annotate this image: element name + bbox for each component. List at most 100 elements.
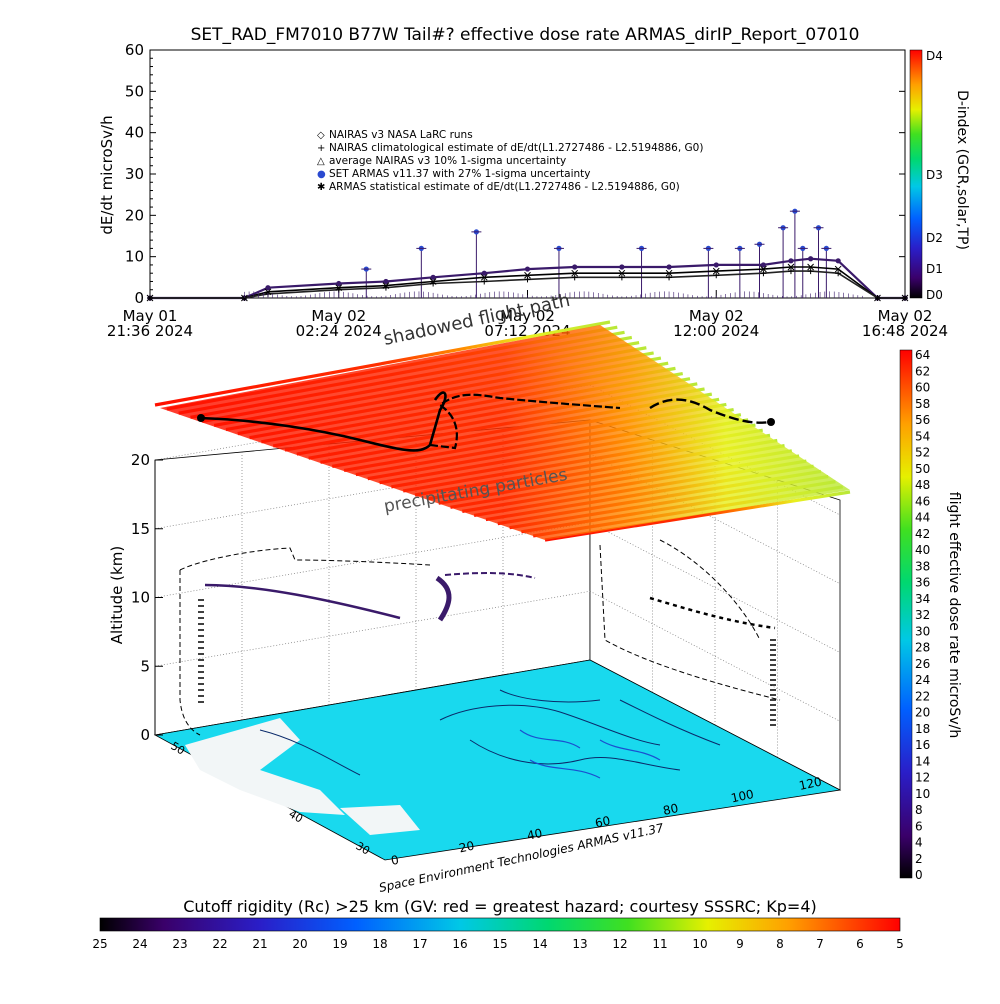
series-point — [524, 266, 531, 272]
nairas-clim-marker — [147, 295, 153, 301]
y-tick-label: 50 — [125, 82, 144, 100]
top-y-axis-label: dE/dt microSv/h — [98, 115, 116, 234]
dose-tick-label: 26 — [915, 657, 930, 671]
longitude-ticks: 0 20 40 60 80 100 120 — [390, 774, 823, 867]
flight-track-lower — [198, 572, 776, 726]
y-tick-label: 20 — [125, 206, 144, 224]
d-index-tick-label: D3 — [926, 168, 943, 182]
cutoff-tick-label: 18 — [372, 937, 387, 951]
nairas-clim-marker — [902, 295, 908, 301]
legend-marker: ✱ — [317, 182, 325, 193]
legend-entry: NAIRAS climatological estimate of dE/dt(… — [329, 142, 703, 154]
y-tick-label: 60 — [125, 41, 144, 59]
y-tick-label: 0 — [134, 289, 144, 307]
series-point — [713, 262, 719, 268]
series-point — [619, 264, 625, 270]
altitude-ticks: 0 5 10 15 20 — [131, 451, 163, 744]
d-index-tick-label: D4 — [926, 49, 943, 63]
longitude-tick-label: 20 — [458, 839, 476, 856]
cutoff-tick-label: 7 — [816, 937, 824, 951]
nairas-clim-marker — [382, 284, 389, 291]
d-index-tick-label: D0 — [926, 288, 943, 302]
longitude-tick-label: 80 — [662, 801, 680, 818]
dose-tick-label: 16 — [915, 738, 930, 752]
d-index-axis-label: D-index (GCR,solar,TP) — [954, 90, 970, 250]
precipitating-particles-sheet — [154, 320, 851, 542]
shadow-path-right — [599, 544, 781, 701]
lower-track-west — [204, 583, 401, 620]
longitude-tick-label: 120 — [798, 774, 823, 792]
dose-tick-label: 62 — [915, 364, 930, 378]
series-point — [383, 278, 389, 285]
cutoff-tick-label: 15 — [492, 937, 507, 951]
dose-tick-label: 46 — [915, 494, 930, 508]
armas-stat-marker — [807, 263, 814, 271]
armas-stat-marker — [571, 269, 579, 277]
dose-tick-label: 32 — [915, 608, 930, 622]
dose-tick-label: 34 — [915, 592, 930, 606]
top-series-group — [146, 208, 909, 302]
map-contour — [529, 759, 601, 779]
nairas-clim-marker — [760, 270, 767, 277]
dose-tick-label: 14 — [915, 754, 930, 768]
cutoff-tick-label: 25 — [92, 937, 107, 951]
latitude-tick-label: 50 — [169, 739, 188, 757]
x-tick-date: May 02 — [878, 307, 933, 325]
x-tick-time: 21:36 2024 — [107, 322, 193, 340]
track-start-point — [197, 414, 205, 422]
d-index-ticks: D0 D1 D2 D3 D4 — [926, 49, 943, 302]
x-tick-date: May 02 — [689, 307, 744, 325]
altitude-tick-label: 20 — [131, 451, 150, 469]
legend-entry: NAIRAS v3 NASA LaRC runs — [329, 129, 473, 141]
gridline-h-right — [589, 590, 841, 722]
cutoff-tick-label: 8 — [776, 937, 784, 951]
dose-tick-label: 58 — [915, 397, 930, 411]
dose-tick-label: 52 — [915, 446, 930, 460]
particle-sheet-line — [544, 490, 851, 542]
nairas-clim-marker — [787, 268, 794, 275]
y-tick-label: 10 — [125, 248, 144, 266]
series-point — [760, 262, 767, 268]
dose-colorbar-label: flight effective dose rate microSv/h — [946, 492, 962, 738]
cutoff-tick-label: 24 — [132, 937, 147, 951]
d-index-tick-label: D2 — [926, 231, 943, 245]
cutoff-tick-label: 20 — [292, 937, 307, 951]
lower-track-far-east — [649, 596, 776, 630]
cutoff-tick-label: 21 — [252, 937, 267, 951]
series-point — [788, 258, 794, 264]
series-point — [265, 285, 271, 291]
series-point — [808, 256, 814, 262]
latitude-ticks: 30 40 50 — [169, 739, 373, 857]
top-legend: ◇ NAIRAS v3 NASA LaRC runs + NAIRAS climato… — [317, 129, 703, 193]
map-coastlines — [259, 689, 721, 779]
legend-marker: + — [317, 143, 325, 154]
x-tick-time: 12:00 2024 — [673, 322, 759, 340]
nairas-clim-marker — [524, 276, 531, 283]
nairas-clim-marker — [481, 278, 488, 285]
coastline — [439, 704, 661, 746]
particle-sheet-line — [154, 320, 611, 407]
gridline-h-right — [589, 453, 841, 585]
dose-tick-label: 28 — [915, 641, 930, 655]
legend-entry: average NAIRAS v3 10% 1-sigma uncertaint… — [329, 155, 566, 167]
coastline — [499, 689, 601, 703]
armas-stat-marker — [834, 265, 842, 273]
series-point — [666, 264, 672, 270]
shadowed-flight-path — [179, 539, 781, 736]
nairas-clim-marker — [835, 270, 842, 277]
coastline — [259, 729, 361, 776]
dose-tick-label: 36 — [915, 576, 930, 590]
dose-tick-label: 44 — [915, 511, 930, 525]
cutoff-tick-label: 12 — [612, 937, 627, 951]
dose-tick-label: 42 — [915, 527, 930, 541]
cutoff-ticks: 25 24 23 22 21 20 19 18 17 16 15 14 13 12 11 10 9 8 7 6 5 — [92, 937, 903, 951]
x-tick-date: May 02 — [500, 307, 555, 325]
nairas-clim-marker — [571, 274, 578, 281]
cutoff-tick-label: 22 — [212, 937, 227, 951]
track-end-point — [767, 418, 775, 426]
dose-tick-label: 8 — [915, 803, 923, 817]
upper-track-west — [199, 391, 447, 452]
dose-tick-label: 22 — [915, 689, 930, 703]
dose-tick-label: 54 — [915, 429, 930, 443]
